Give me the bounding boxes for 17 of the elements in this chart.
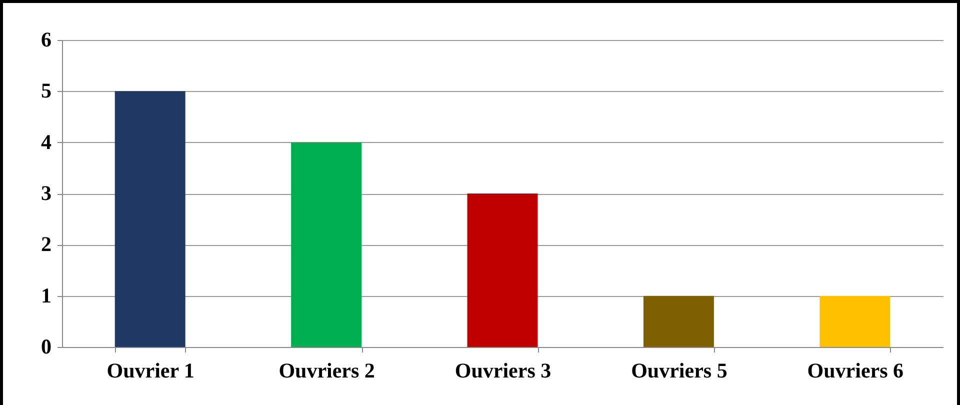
- x-tick-label: Ouvriers 6: [807, 358, 904, 382]
- x-tick-label: Ouvriers 5: [631, 358, 728, 382]
- bar: [467, 194, 538, 347]
- x-tick-label: Ouvrier 1: [106, 358, 194, 382]
- y-tick-label: 4: [41, 130, 52, 154]
- y-tick-label: 2: [41, 232, 52, 256]
- y-tick-label: 3: [41, 181, 52, 205]
- bar: [291, 142, 362, 347]
- y-tick-label: 1: [41, 283, 52, 308]
- x-tick-label: Ouvriers 2: [278, 358, 375, 382]
- y-tick-label: 5: [41, 78, 52, 103]
- y-tick-label: 6: [41, 28, 52, 52]
- bar: [114, 91, 186, 347]
- x-tick-label: Ouvriers 3: [454, 358, 552, 382]
- y-tick-label: 0: [41, 334, 52, 358]
- bar: [643, 296, 714, 347]
- bar: [820, 296, 890, 347]
